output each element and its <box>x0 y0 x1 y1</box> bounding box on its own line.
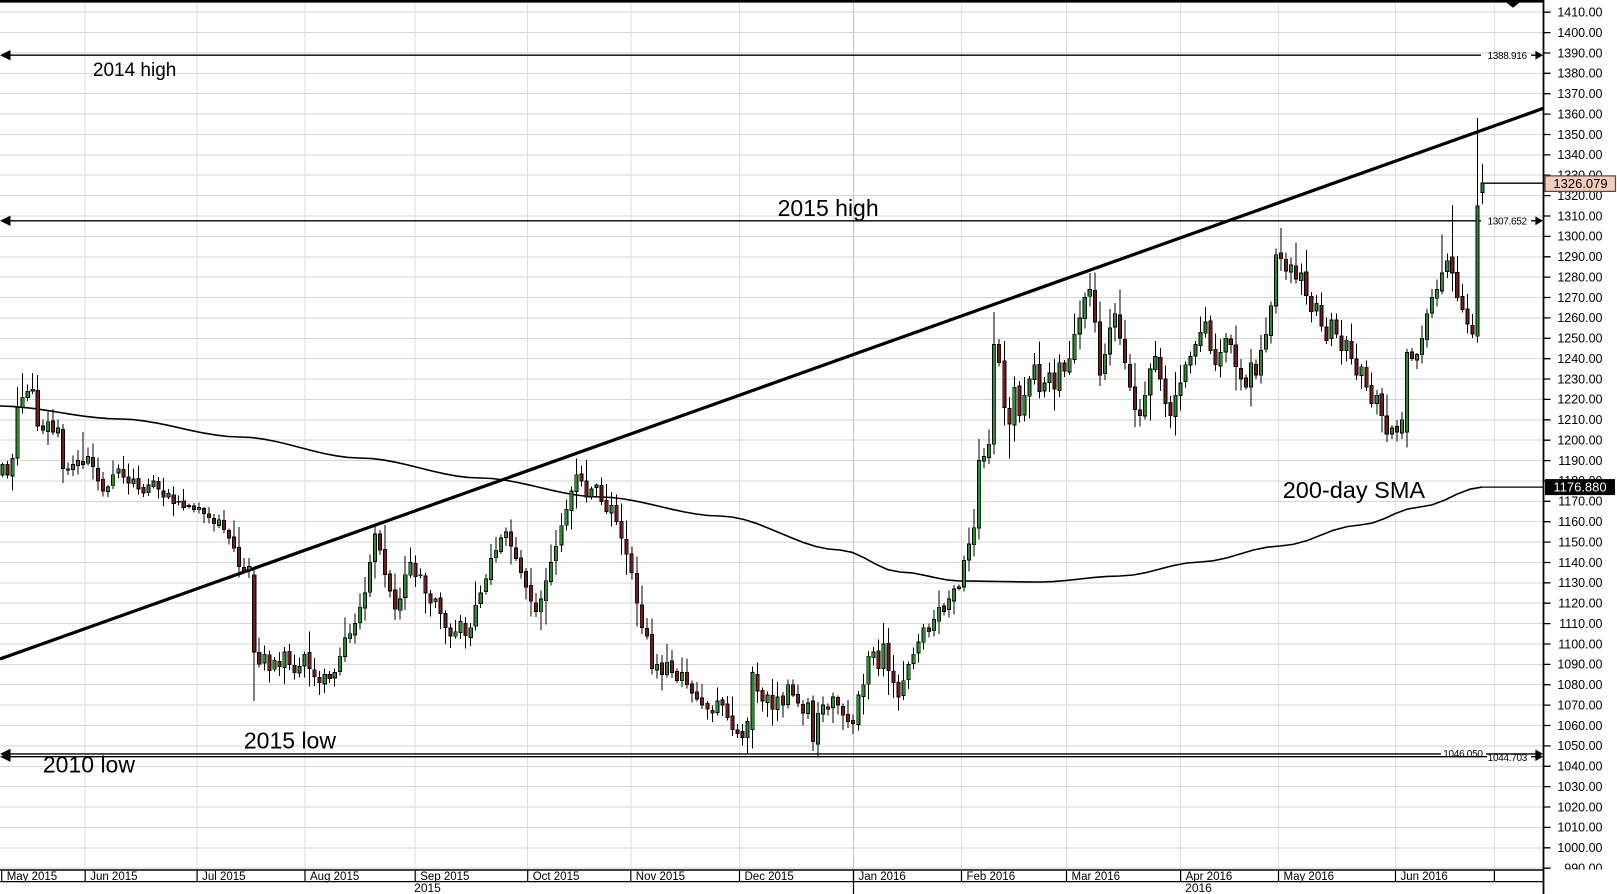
svg-text:1070.00: 1070.00 <box>1557 698 1602 712</box>
svg-text:May 2015: May 2015 <box>7 871 58 883</box>
svg-text:1388.916: 1388.916 <box>1487 51 1527 62</box>
svg-text:1300.00: 1300.00 <box>1557 230 1602 244</box>
svg-text:2016: 2016 <box>1185 881 1212 894</box>
svg-text:1307.652: 1307.652 <box>1487 216 1527 227</box>
svg-text:Apr 2016: Apr 2016 <box>1186 871 1233 883</box>
svg-text:Jul 2015: Jul 2015 <box>202 871 245 883</box>
svg-text:1020.00: 1020.00 <box>1557 800 1602 814</box>
svg-text:1320.00: 1320.00 <box>1557 189 1602 203</box>
svg-text:2015: 2015 <box>414 881 441 894</box>
svg-text:1046.050: 1046.050 <box>1443 749 1483 760</box>
svg-text:1120.00: 1120.00 <box>1558 597 1602 611</box>
svg-text:2015 low: 2015 low <box>244 728 336 754</box>
svg-text:1090.00: 1090.00 <box>1557 658 1602 672</box>
svg-text:1326.079: 1326.079 <box>1553 176 1607 191</box>
svg-text:1110.00: 1110.00 <box>1559 617 1602 631</box>
svg-text:1250.00: 1250.00 <box>1557 332 1602 346</box>
svg-text:1260.00: 1260.00 <box>1557 311 1602 325</box>
svg-text:1100.00: 1100.00 <box>1558 637 1602 651</box>
svg-text:1340.00: 1340.00 <box>1557 148 1602 162</box>
svg-text:1280.00: 1280.00 <box>1557 270 1602 284</box>
svg-text:1030.00: 1030.00 <box>1557 780 1602 794</box>
svg-text:1130.00: 1130.00 <box>1558 576 1602 590</box>
svg-text:1060.00: 1060.00 <box>1557 719 1602 733</box>
svg-text:May 2016: May 2016 <box>1284 871 1335 883</box>
svg-text:1044.703: 1044.703 <box>1488 753 1528 764</box>
svg-text:Jun 2015: Jun 2015 <box>90 871 137 883</box>
svg-text:1170.00: 1170.00 <box>1558 495 1602 509</box>
svg-text:1210.00: 1210.00 <box>1557 413 1602 427</box>
svg-text:1040.00: 1040.00 <box>1557 760 1602 774</box>
svg-text:Aug 2015: Aug 2015 <box>310 871 359 883</box>
svg-text:1230.00: 1230.00 <box>1557 372 1602 386</box>
svg-text:Jan 2016: Jan 2016 <box>859 871 906 883</box>
svg-text:1410.00: 1410.00 <box>1557 6 1602 20</box>
svg-text:1200.00: 1200.00 <box>1557 434 1602 448</box>
svg-text:1176.880: 1176.880 <box>1553 480 1606 495</box>
svg-text:1290.00: 1290.00 <box>1557 250 1602 264</box>
svg-text:1010.00: 1010.00 <box>1557 821 1602 835</box>
svg-text:1350.00: 1350.00 <box>1557 128 1602 142</box>
svg-text:1380.00: 1380.00 <box>1557 67 1602 81</box>
svg-text:1080.00: 1080.00 <box>1557 678 1602 692</box>
svg-text:Mar 2016: Mar 2016 <box>1072 871 1121 883</box>
svg-text:1310.00: 1310.00 <box>1557 209 1602 223</box>
svg-text:1150.00: 1150.00 <box>1558 535 1602 549</box>
svg-text:1240.00: 1240.00 <box>1557 352 1602 366</box>
svg-text:1050.00: 1050.00 <box>1557 739 1602 753</box>
svg-text:Dec 2015: Dec 2015 <box>745 871 794 883</box>
svg-text:1270.00: 1270.00 <box>1557 291 1602 305</box>
svg-text:1220.00: 1220.00 <box>1557 393 1602 407</box>
svg-text:Sep 2015: Sep 2015 <box>420 871 469 883</box>
svg-text:1000.00: 1000.00 <box>1557 841 1602 855</box>
svg-text:1370.00: 1370.00 <box>1557 87 1602 101</box>
svg-text:Feb 2016: Feb 2016 <box>967 871 1016 883</box>
svg-text:2015 high: 2015 high <box>778 195 879 221</box>
svg-text:1400.00: 1400.00 <box>1557 26 1602 40</box>
svg-text:200-day SMA: 200-day SMA <box>1283 477 1426 503</box>
svg-text:Oct 2015: Oct 2015 <box>533 871 580 883</box>
svg-text:1190.00: 1190.00 <box>1558 454 1602 468</box>
svg-text:2010 low: 2010 low <box>43 752 135 778</box>
svg-text:1140.00: 1140.00 <box>1558 556 1602 570</box>
svg-text:Nov 2015: Nov 2015 <box>636 871 685 883</box>
svg-text:1360.00: 1360.00 <box>1557 107 1602 121</box>
svg-text:2014 high: 2014 high <box>93 60 176 81</box>
svg-text:1160.00: 1160.00 <box>1558 515 1602 529</box>
svg-text:Jun 2016: Jun 2016 <box>1401 871 1448 883</box>
svg-text:1390.00: 1390.00 <box>1557 46 1602 60</box>
